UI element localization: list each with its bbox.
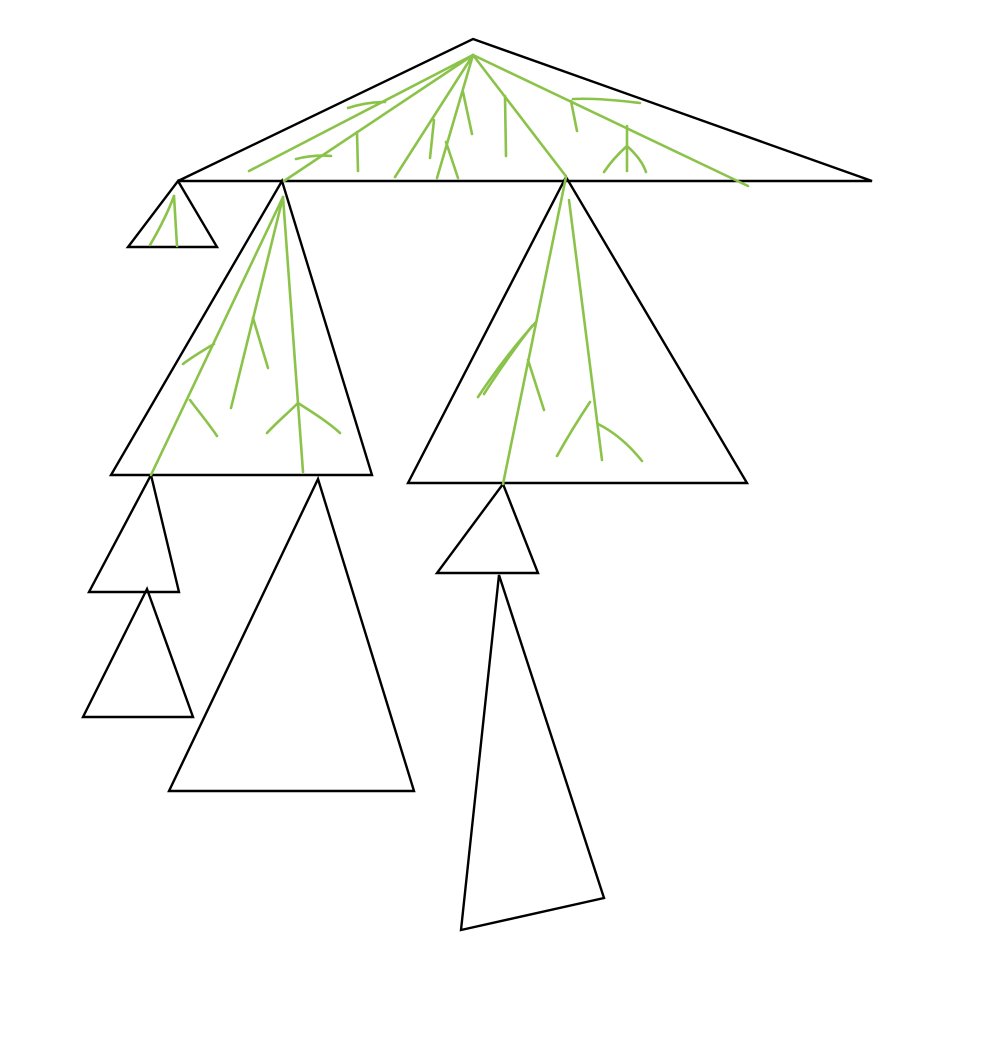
green-branches-middle-right [476, 175, 644, 486]
top-triangle [177, 37, 873, 183]
triangle-outlines [81, 37, 873, 932]
small-left-triangle [125, 178, 220, 249]
lower-left-small-triangle [87, 471, 181, 594]
green-branches-small-left [148, 194, 179, 248]
bottom-left-triangle [81, 585, 195, 719]
middle-right-triangle [406, 174, 750, 485]
tall-right-triangle [459, 574, 606, 932]
green-branches-top [247, 53, 750, 188]
green-branches-middle-left [149, 195, 342, 477]
middle-left-triangle [108, 178, 374, 477]
tall-center-triangle [167, 475, 416, 793]
small-right-triangle [434, 481, 540, 575]
